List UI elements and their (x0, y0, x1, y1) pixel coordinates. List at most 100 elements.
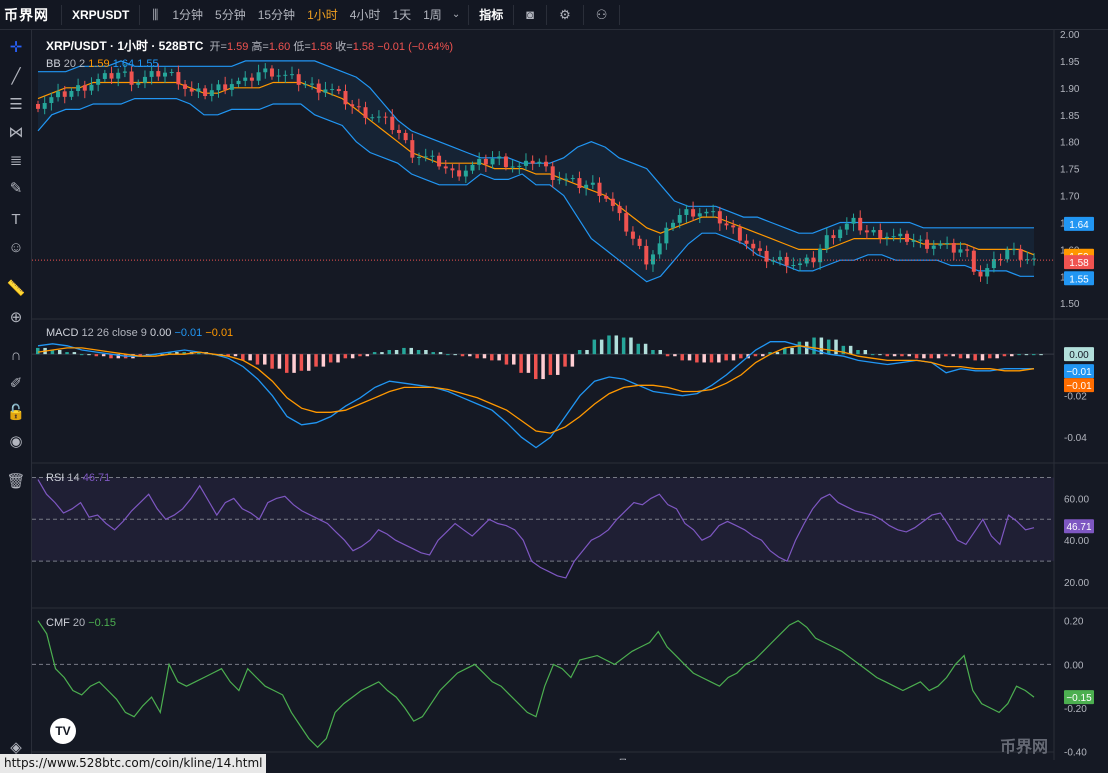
candle-body (336, 89, 341, 92)
candle-body (102, 73, 107, 79)
macd-histogram-bar (885, 354, 890, 357)
macd-histogram-bar (739, 354, 743, 359)
candle-body (624, 213, 629, 232)
macd-histogram-bar (306, 354, 311, 371)
interval-15m[interactable]: 15分钟 (257, 8, 296, 22)
cmf-tick-label: 0.20 (1064, 617, 1084, 628)
cmf-last-label-bg (1064, 690, 1094, 705)
interval-1w[interactable]: 1周 (423, 8, 442, 22)
time-tick-label: 31 (499, 759, 511, 760)
candle-body (56, 91, 61, 98)
candle-body (1018, 249, 1023, 260)
gear-icon[interactable]: ⚙ (559, 6, 571, 22)
candle-body (229, 84, 234, 90)
macd-histogram-bar (277, 354, 282, 369)
candle-body (1011, 249, 1016, 251)
candle-body (811, 257, 816, 263)
macd-histogram-bar (717, 354, 721, 363)
user-icon[interactable]: ⚇ (595, 6, 608, 22)
macd-histogram-bar (241, 354, 245, 361)
symbol-selector[interactable]: XRPUSDT (72, 7, 130, 22)
candle-body (965, 249, 970, 251)
chart-area[interactable]: 1.501.551.601.651.701.751.801.851.901.95… (32, 30, 1108, 770)
camera-icon[interactable]: ◙ (526, 7, 535, 22)
candle-body (463, 170, 468, 177)
interval-1d[interactable]: 1天 (392, 8, 412, 22)
macd-histogram-bar (958, 354, 963, 359)
time-tick-label: 18:00 (1039, 759, 1064, 760)
candle-body (971, 250, 976, 272)
macd-histogram-bar (848, 345, 853, 355)
candle-body (223, 84, 228, 90)
crosshair-icon[interactable]: ✛ (9, 39, 23, 56)
candle-body (323, 89, 328, 93)
macd-histogram-bar (292, 354, 296, 373)
macd-histogram-bar (321, 354, 326, 367)
candle-body (744, 240, 749, 244)
price-tick-label: 1.75 (1060, 165, 1080, 176)
emoji-icon[interactable]: ☺ (8, 239, 24, 256)
candle-body (263, 68, 268, 73)
candle-body (951, 243, 956, 253)
lock-drawing-icon[interactable]: ✐ (9, 375, 23, 392)
watermark-logo: 币界网 (1000, 739, 1049, 756)
lock-icon[interactable]: 🔓 (6, 404, 26, 421)
eye-icon[interactable]: ◉ (9, 433, 23, 450)
layers-icon[interactable]: ◈ (10, 739, 22, 756)
macd-histogram-bar (512, 354, 516, 365)
candle-body (898, 233, 903, 237)
trash-icon[interactable]: 🗑 (6, 473, 26, 490)
macd-histogram-bar (534, 354, 538, 380)
zoom-in-icon[interactable]: ⊕ (9, 309, 23, 326)
macd-histogram-bar (841, 345, 846, 355)
candle-body (256, 72, 261, 81)
candle-body (650, 254, 655, 265)
macd-histogram-bar (680, 354, 684, 361)
horizontal-lines-icon[interactable]: ☰ (9, 96, 23, 113)
ruler-icon[interactable]: 📏 (6, 280, 26, 297)
site-logo[interactable]: 币界网 (4, 6, 49, 23)
macd-histogram-bar (402, 347, 406, 355)
interval-5m[interactable]: 5分钟 (215, 8, 246, 22)
trendline-icon[interactable]: ╱ (11, 68, 21, 85)
interval-4h[interactable]: 4小时 (349, 8, 381, 22)
candle-body (878, 230, 883, 239)
macd-histogram-bar (651, 350, 655, 355)
rsi-last-label-bg (1064, 519, 1094, 534)
macd-histogram-bar (50, 350, 55, 355)
macd-histogram-bar (1017, 354, 1021, 356)
magnet-icon[interactable]: ∩ (10, 347, 22, 364)
fib-icon[interactable]: ≣ (9, 152, 23, 169)
macd-signal-last-label-bg (1064, 378, 1094, 393)
chevron-down-icon[interactable]: ⌄ (451, 9, 461, 20)
text-icon[interactable]: T (11, 211, 21, 228)
macd-histogram-bar (892, 354, 897, 357)
candle-body (383, 116, 388, 118)
macd-histogram-bar (109, 354, 113, 359)
macd-histogram-bar (270, 354, 274, 369)
chart-svg[interactable]: 1.501.551.601.651.701.751.801.851.901.95… (32, 30, 1108, 770)
macd-histogram-bar (1024, 354, 1029, 356)
candle-body (590, 182, 595, 185)
pitchfork-icon[interactable]: ⋈ (8, 124, 24, 141)
candle-body (376, 116, 381, 118)
price-tick-label: 1.85 (1060, 111, 1080, 122)
macd-histogram-bar (753, 354, 758, 357)
macd-histogram-bar (358, 354, 362, 357)
bar-style-icon[interactable]: ⫼ (152, 6, 159, 22)
brush-icon[interactable]: ✎ (9, 180, 23, 197)
last-price-label: 1.58 (1069, 258, 1089, 269)
interval-1m[interactable]: 1分钟 (172, 8, 204, 22)
candle-body (396, 129, 401, 133)
tradingview-logo[interactable]: TV (50, 718, 76, 744)
candle-body (871, 230, 876, 233)
cmf-line (37, 619, 1035, 749)
macd-histogram-bar (380, 352, 384, 355)
candle-body (316, 83, 321, 93)
interval-1h[interactable]: 1小时 (307, 8, 338, 22)
macd-histogram-bar (914, 354, 919, 359)
candle-body (597, 182, 602, 196)
macd-histogram-bar (563, 354, 567, 367)
indicators-button[interactable]: 指标 (479, 8, 504, 22)
candle-body (423, 156, 428, 158)
